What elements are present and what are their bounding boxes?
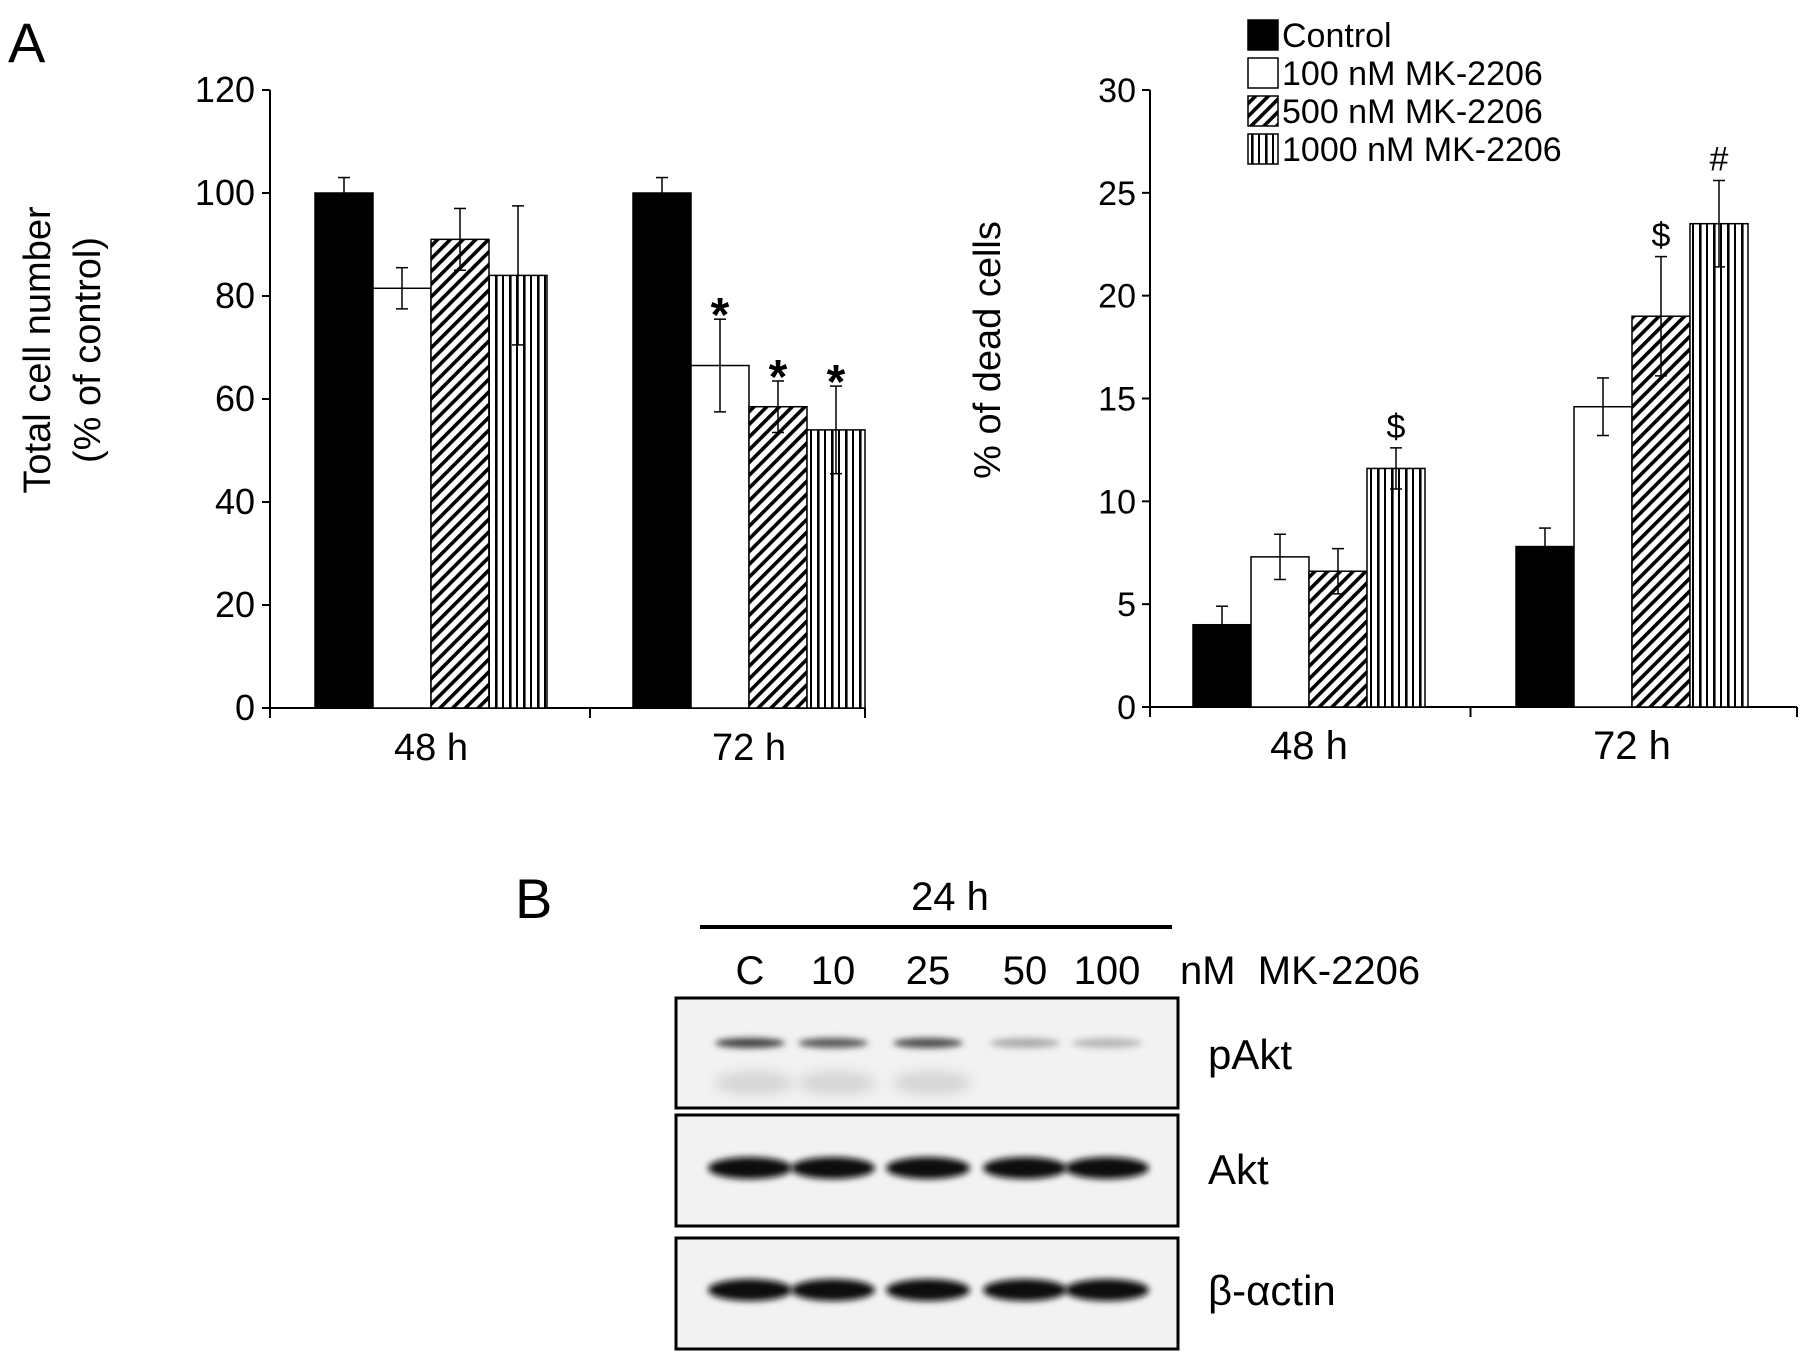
blot-band <box>1072 1038 1142 1048</box>
legend-swatch <box>1247 95 1279 127</box>
bar <box>632 192 692 709</box>
blot-lane-label: 50 <box>1003 949 1048 993</box>
bar <box>1250 556 1310 708</box>
legend-label: 500 nM MK-2206 <box>1282 93 1543 131</box>
blot-smear <box>892 1071 972 1095</box>
blot-band <box>791 1279 875 1301</box>
panel-label-b: B <box>515 867 552 930</box>
legend-swatch <box>1247 57 1279 89</box>
bar <box>1573 405 1633 708</box>
blot-row-label: pAkt <box>1208 1031 1292 1078</box>
y-tick-label: 40 <box>215 481 255 522</box>
blot-band <box>1065 1157 1149 1179</box>
blot-lane-label: C <box>736 949 765 993</box>
blot-band <box>791 1157 875 1179</box>
blot-lane-label: 10 <box>811 949 856 993</box>
y-tick-label: 30 <box>1098 72 1136 110</box>
blot-band <box>983 1157 1067 1179</box>
blot-lane-label: 25 <box>906 949 951 993</box>
blot-time-label: 24 h <box>911 875 989 919</box>
y-tick-label: 15 <box>1098 381 1136 419</box>
blot-row-label: Akt <box>1208 1146 1269 1193</box>
blot-band <box>1065 1279 1149 1301</box>
blot-band <box>715 1038 785 1048</box>
legend-swatch <box>1247 133 1279 165</box>
x-category-label: 72 h <box>1593 724 1671 768</box>
y-tick-label: 100 <box>195 172 255 213</box>
bar <box>314 192 374 709</box>
legend-label: 100 nM MK-2206 <box>1282 55 1543 93</box>
y-tick-label: 25 <box>1098 175 1136 213</box>
bar <box>1631 315 1691 708</box>
y-tick-label: 20 <box>215 584 255 625</box>
blot-band <box>708 1279 792 1301</box>
blot-unit-label: nM MK-2206 <box>1180 949 1420 993</box>
significance-marker: $ <box>1387 408 1406 446</box>
bar <box>488 274 548 709</box>
chart2-ylabel: % of dead cells <box>967 221 1009 479</box>
y-tick-label: 0 <box>235 687 255 728</box>
legend-label: Control <box>1282 17 1392 55</box>
y-tick-label: 10 <box>1098 483 1136 521</box>
blot-band <box>983 1279 1067 1301</box>
x-category-label: 72 h <box>712 727 786 769</box>
bar <box>430 238 490 709</box>
significance-marker: # <box>1710 140 1729 178</box>
blot-band <box>886 1279 970 1301</box>
y-tick-label: 120 <box>195 69 255 110</box>
blot-row-label: β-αctin <box>1208 1267 1336 1314</box>
chart-total-cell-number: Total cell number (% of control) 0 20 40 60… <box>17 69 866 769</box>
western-blot: 24 h nM MK-2206 C 10 25 50 100 pAkt Akt β-αctin <box>674 875 1420 1351</box>
significance-marker: * <box>827 356 846 409</box>
significance-marker: $ <box>1652 217 1671 255</box>
legend-swatch <box>1247 19 1279 51</box>
blot-band <box>708 1157 792 1179</box>
bar <box>806 429 866 709</box>
x-category-label: 48 h <box>394 727 468 769</box>
blot-band <box>990 1038 1060 1048</box>
bar <box>748 405 808 709</box>
y-tick-label: 80 <box>215 275 255 316</box>
bar <box>1515 545 1575 708</box>
bar <box>1689 222 1749 708</box>
blot-band <box>886 1157 970 1179</box>
blot-smear <box>714 1071 794 1095</box>
legend-label: 1000 nM MK-2206 <box>1282 131 1562 169</box>
bar <box>1366 467 1426 708</box>
bar <box>690 364 750 709</box>
chart1-ylabel-line1: Total cell number <box>17 206 59 494</box>
y-tick-label: 0 <box>1117 689 1136 727</box>
significance-marker: * <box>769 351 788 404</box>
bar <box>372 287 432 709</box>
blot-lane-label: 100 <box>1074 949 1141 993</box>
blot-band <box>798 1038 868 1048</box>
chart1-ylabel-line2: (% of control) <box>67 237 109 463</box>
blot-band <box>893 1038 963 1048</box>
x-category-label: 48 h <box>1270 724 1348 768</box>
significance-marker: * <box>711 289 730 342</box>
chart-dead-cells: % of dead cells 0 5 10 15 20 25 30 48 h 72 h $ $ # <box>967 72 1798 768</box>
blot-smear <box>797 1071 877 1095</box>
y-tick-label: 60 <box>215 378 255 419</box>
panel-label-a: A <box>8 11 46 74</box>
y-tick-label: 20 <box>1098 278 1136 316</box>
y-tick-label: 5 <box>1117 586 1136 624</box>
